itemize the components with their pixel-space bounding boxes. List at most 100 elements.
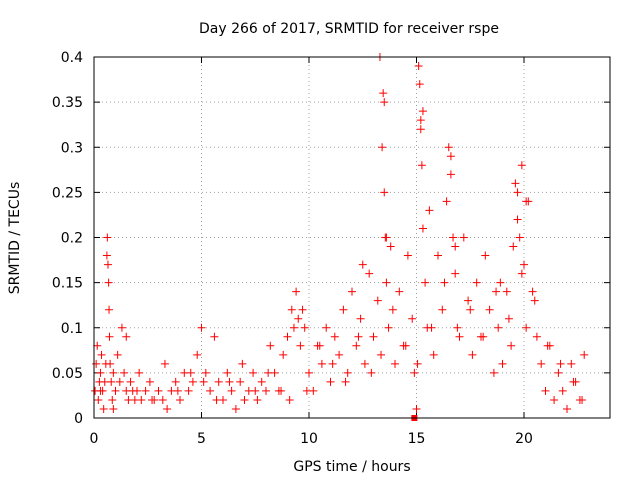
data-point [377,350,386,359]
data-point [380,98,389,107]
data-point [414,62,423,71]
data-point [479,332,488,341]
y-axis-label: SRMTID / TECUs [7,182,23,295]
data-point [348,287,356,296]
data-point [541,386,550,395]
data-point [558,386,567,395]
data-point [354,332,363,341]
data-point [528,287,537,296]
data-point [206,386,215,395]
data-point [492,287,501,296]
data-point [97,350,106,359]
data-point [96,368,105,377]
data-point [102,251,111,260]
data-point [264,368,273,377]
data-point [289,323,298,332]
data-point [145,377,154,386]
x-tick-label: 20 [515,431,533,447]
data-point [158,395,167,404]
data-point [449,233,458,242]
data-point [522,323,531,332]
data-point [580,350,589,359]
data-point [105,332,114,341]
data-point [292,287,301,296]
y-tick-label: 0.1 [61,321,83,337]
data-point [137,395,146,404]
data-point [550,395,559,404]
y-tick-label: 0.25 [52,185,83,201]
data-point [451,269,460,278]
data-point [481,251,490,260]
data-point [373,296,382,305]
x-tick-label: 10 [300,431,318,447]
data-points [91,53,589,421]
data-point [369,332,378,341]
data-point [444,143,453,152]
data-point [330,332,339,341]
data-point [413,359,422,368]
data-point [103,260,112,269]
data-point [391,359,399,368]
data-point [522,197,531,206]
data-point [386,242,395,251]
data-point [302,386,311,395]
grid-lines [94,57,610,418]
data-point [502,287,511,296]
data-point [122,332,131,341]
data-point [214,377,223,386]
data-point [154,386,163,395]
data-point [126,377,135,386]
data-point [326,377,335,386]
data-point [339,305,348,314]
data-point [440,278,449,287]
x-tick-label: 15 [408,431,426,447]
data-point [417,161,426,170]
data-point [225,377,234,386]
data-point [176,395,184,404]
data-point [109,404,118,413]
data-point [401,341,410,350]
data-point [315,341,324,350]
data-point [496,278,505,287]
data-point [227,386,236,395]
data-point [455,332,464,341]
data-point [442,197,451,206]
data-point [427,323,436,332]
data-point [117,323,126,332]
data-point [305,368,313,377]
data-point [287,305,296,314]
data-point [403,251,412,260]
data-point [201,368,210,377]
data-point [113,350,122,359]
data-point [446,170,455,179]
data-point [104,278,113,287]
data-point [356,314,365,323]
data-point [298,305,307,314]
data-point [236,377,245,386]
data-point [517,269,526,278]
data-point [199,377,208,386]
data-point [464,296,473,305]
data-point [412,404,421,413]
x-axis-ticks: 0 5 10 15 20 [90,57,533,447]
data-point [322,323,331,332]
data-point [186,368,195,377]
data-point [277,386,286,395]
data-point [382,278,391,287]
x-tick-label: 0 [90,431,99,447]
data-point [504,314,513,323]
y-tick-label: 0 [74,411,83,427]
y-tick-label: 0.4 [61,50,83,66]
data-point [416,125,425,134]
data-point [111,386,120,395]
y-axis-ticks: 0 0.05 0.1 0.15 0.2 0.25 0.3 0.35 0.4 [52,50,610,427]
data-point [223,368,232,377]
data-point [494,323,503,332]
data-point [148,395,157,404]
data-point [415,80,424,89]
data-point [520,260,528,269]
data-point [103,233,112,242]
data-point [517,161,526,170]
data-point [300,323,309,332]
data-point [240,395,249,404]
